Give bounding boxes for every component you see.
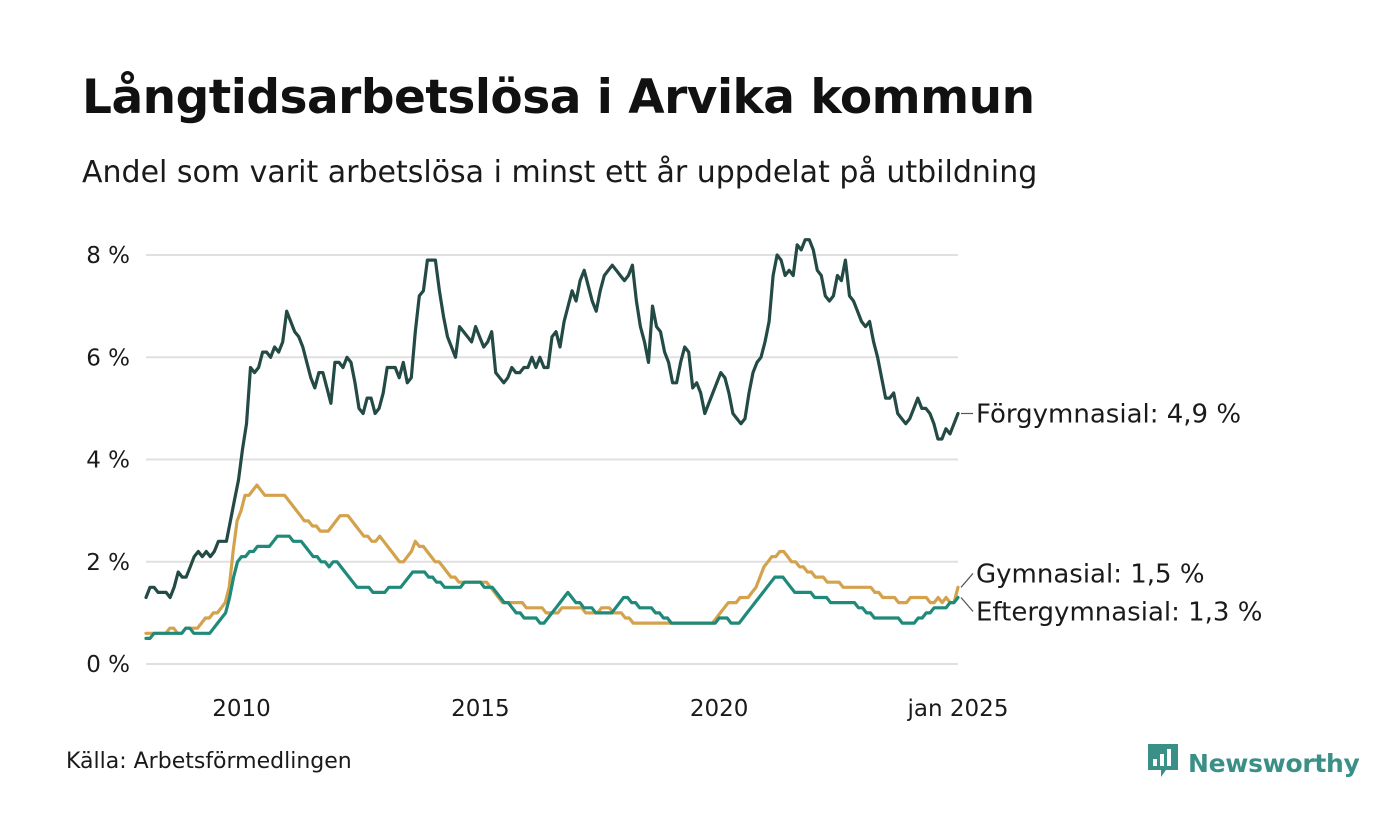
- series-line-förgymnasial: [144, 238, 960, 600]
- newsworthy-logo-icon: [1148, 744, 1178, 782]
- x-tick-label: 2015: [451, 696, 510, 722]
- end-label-gymnasial: Gymnasial: 1,5 %: [976, 559, 1205, 589]
- end-label-connector: [960, 573, 974, 588]
- brand-name: Newsworthy: [1188, 748, 1360, 778]
- series-lines: [144, 238, 960, 641]
- y-tick-label: 8 %: [86, 243, 130, 269]
- series-line-eftergymnasial: [144, 534, 960, 641]
- page-title: Långtidsarbetslösa i Arvika kommun: [82, 70, 1035, 125]
- brand[interactable]: Newsworthy: [1148, 744, 1360, 782]
- gridlines: [146, 254, 958, 665]
- y-tick-label: 6 %: [86, 345, 130, 371]
- end-label-connector: [960, 597, 974, 612]
- y-tick-label: 2 %: [86, 550, 130, 576]
- x-tick-label: jan 2025: [907, 696, 1009, 722]
- end-label-eftergymnasial: Eftergymnasial: 1,3 %: [976, 597, 1262, 627]
- y-tick-label: 4 %: [86, 448, 130, 474]
- page-subtitle: Andel som varit arbetslösa i minst ett å…: [82, 155, 1038, 190]
- source-text: Källa: Arbetsförmedlingen: [66, 749, 352, 774]
- end-label-förgymnasial: Förgymnasial: 4,9 %: [976, 399, 1241, 429]
- series-end-labels: Förgymnasial: 4,9 % Gymnasial: 1,5 % Efter…: [960, 399, 1262, 627]
- y-axis-ticks: 0 % 2 % 4 % 6 % 8 %: [86, 243, 130, 678]
- y-tick-label: 0 %: [86, 652, 130, 678]
- x-tick-label: 2010: [212, 696, 271, 722]
- x-tick-label: 2020: [690, 696, 749, 722]
- x-axis-ticks: 2010 2015 2020 jan 2025: [212, 696, 1008, 722]
